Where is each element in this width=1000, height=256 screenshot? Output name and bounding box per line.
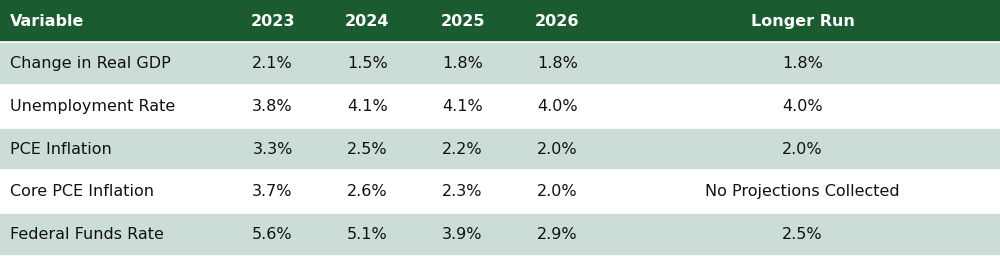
Bar (415, 170, 510, 213)
Text: 3.3%: 3.3% (252, 142, 293, 157)
Bar (415, 213, 510, 256)
Bar (510, 85, 605, 128)
Text: Unemployment Rate: Unemployment Rate (10, 99, 175, 114)
Bar (225, 128, 320, 170)
Bar (320, 128, 415, 170)
Bar (320, 213, 415, 256)
Text: 3.9%: 3.9% (442, 227, 483, 242)
Bar (510, 128, 605, 170)
Bar (320, 42, 415, 85)
Bar (605, 170, 1000, 213)
Bar (0, 213, 225, 256)
Bar (415, 42, 510, 85)
Bar (320, 85, 415, 128)
Bar (605, 0, 1000, 42)
Text: 4.1%: 4.1% (442, 99, 483, 114)
Text: 2.9%: 2.9% (537, 227, 578, 242)
Text: Core PCE Inflation: Core PCE Inflation (10, 184, 154, 199)
Text: 2.6%: 2.6% (347, 184, 388, 199)
Text: 4.1%: 4.1% (347, 99, 388, 114)
Bar (605, 85, 1000, 128)
Bar (225, 213, 320, 256)
Bar (320, 0, 415, 42)
Bar (0, 42, 225, 85)
Text: 2.2%: 2.2% (442, 142, 483, 157)
Bar (320, 170, 415, 213)
Bar (510, 213, 605, 256)
Text: 2.0%: 2.0% (782, 142, 823, 157)
Text: 5.6%: 5.6% (252, 227, 293, 242)
Text: 2026: 2026 (535, 14, 580, 29)
Text: Longer Run: Longer Run (751, 14, 854, 29)
Bar (605, 213, 1000, 256)
Text: 2024: 2024 (345, 14, 390, 29)
Text: 2023: 2023 (250, 14, 295, 29)
Bar (0, 0, 225, 42)
Text: 5.1%: 5.1% (347, 227, 388, 242)
Text: Federal Funds Rate: Federal Funds Rate (10, 227, 164, 242)
Bar (415, 128, 510, 170)
Text: 2.3%: 2.3% (442, 184, 483, 199)
Bar (225, 42, 320, 85)
Text: 1.8%: 1.8% (537, 56, 578, 71)
Text: Change in Real GDP: Change in Real GDP (10, 56, 171, 71)
Text: 1.8%: 1.8% (442, 56, 483, 71)
Text: 1.5%: 1.5% (347, 56, 388, 71)
Text: PCE Inflation: PCE Inflation (10, 142, 112, 157)
Bar (510, 42, 605, 85)
Bar (605, 128, 1000, 170)
Text: 3.8%: 3.8% (252, 99, 293, 114)
Text: 4.0%: 4.0% (782, 99, 823, 114)
Text: 4.0%: 4.0% (537, 99, 578, 114)
Text: No Projections Collected: No Projections Collected (705, 184, 900, 199)
Bar (0, 85, 225, 128)
Bar (225, 85, 320, 128)
Bar (415, 0, 510, 42)
Bar (510, 0, 605, 42)
Bar (0, 170, 225, 213)
Text: 3.7%: 3.7% (252, 184, 293, 199)
Bar (510, 170, 605, 213)
Text: 2.5%: 2.5% (782, 227, 823, 242)
Bar (225, 0, 320, 42)
Bar (0, 128, 225, 170)
Text: 2.0%: 2.0% (537, 184, 578, 199)
Text: 2.1%: 2.1% (252, 56, 293, 71)
Bar (605, 42, 1000, 85)
Text: 2.0%: 2.0% (537, 142, 578, 157)
Text: Variable: Variable (10, 14, 84, 29)
Text: 1.8%: 1.8% (782, 56, 823, 71)
Text: 2.5%: 2.5% (347, 142, 388, 157)
Bar (415, 85, 510, 128)
Bar (225, 170, 320, 213)
Text: 2025: 2025 (440, 14, 485, 29)
